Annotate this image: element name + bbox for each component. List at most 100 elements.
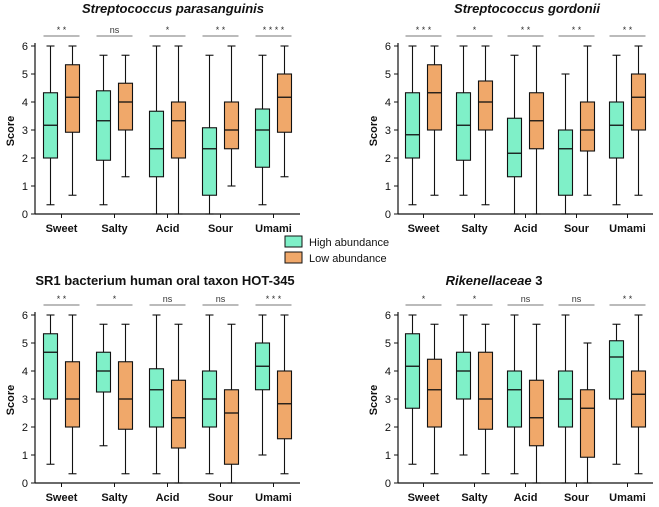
box-low-abundance bbox=[223, 101, 240, 150]
x-category-label: Sour bbox=[564, 223, 590, 235]
box-low-abundance bbox=[579, 389, 596, 458]
significance-label: * * * * bbox=[263, 25, 285, 35]
y-tick-label: 6 bbox=[22, 310, 28, 322]
legend-swatch bbox=[284, 251, 303, 264]
box-high-abundance bbox=[404, 92, 421, 159]
significance-label: ns bbox=[216, 294, 226, 304]
y-axis-label: Score bbox=[368, 116, 380, 147]
legend-label: High abundance bbox=[309, 237, 389, 249]
box-low-abundance bbox=[426, 358, 443, 428]
significance-label: * * bbox=[57, 294, 67, 304]
x-category-label: Acid bbox=[514, 223, 538, 235]
y-tick-label: 1 bbox=[385, 181, 391, 193]
legend: High abundance Low abundance bbox=[284, 235, 389, 265]
significance-label: * * bbox=[521, 25, 531, 35]
box-low-abundance bbox=[64, 64, 81, 133]
significance-label: * * bbox=[623, 25, 633, 35]
significance-label: * * * bbox=[266, 294, 282, 304]
chart-panel-4: Rikenellaceae 3 Score 0 1 2 3 4 5 6 Sweet * Salty * A… bbox=[368, 273, 653, 504]
significance-label: * * bbox=[57, 25, 67, 35]
y-tick-label: 2 bbox=[22, 422, 28, 434]
y-tick-label: 6 bbox=[385, 310, 391, 322]
x-category-label: Salty bbox=[101, 492, 128, 504]
y-tick-label: 5 bbox=[385, 69, 391, 81]
x-category-label: Salty bbox=[461, 223, 488, 235]
box-low-abundance bbox=[117, 361, 134, 430]
y-tick-label: 2 bbox=[22, 153, 28, 165]
box-low-abundance bbox=[630, 370, 647, 428]
x-category-label: Sweet bbox=[46, 223, 78, 235]
box-low-abundance bbox=[630, 73, 647, 131]
box-low-abundance bbox=[528, 379, 545, 447]
box-high-abundance bbox=[42, 333, 59, 400]
significance-label: * bbox=[113, 294, 117, 304]
y-axis-label: Score bbox=[368, 385, 380, 416]
y-tick-label: 6 bbox=[385, 41, 391, 53]
box-high-abundance bbox=[95, 351, 112, 393]
box-high-abundance bbox=[506, 370, 523, 428]
x-category-label: Sour bbox=[208, 492, 234, 504]
significance-label: * bbox=[473, 294, 477, 304]
box-low-abundance bbox=[477, 80, 494, 131]
y-tick-label: 4 bbox=[385, 366, 391, 378]
y-tick-label: 5 bbox=[22, 69, 28, 81]
box-high-abundance bbox=[404, 333, 421, 409]
box-high-abundance bbox=[608, 101, 625, 159]
significance-label: ns bbox=[163, 294, 173, 304]
significance-label: * * * bbox=[416, 25, 432, 35]
panel-title-main: Streptococcus gordonii bbox=[454, 1, 600, 16]
box-low-abundance bbox=[117, 82, 134, 131]
x-category-label: Salty bbox=[461, 492, 488, 504]
box-high-abundance bbox=[148, 368, 165, 428]
box-high-abundance bbox=[506, 117, 523, 178]
box-low-abundance bbox=[579, 101, 596, 152]
significance-label: ns bbox=[110, 25, 120, 35]
chart-panel-2: Streptococcus gordonii Score 0 1 2 3 4 5 6 Sweet *… bbox=[368, 1, 653, 235]
legend-label: Low abundance bbox=[309, 253, 387, 265]
panel-title: Rikenellaceae 3 bbox=[446, 273, 543, 288]
x-category-label: Umami bbox=[609, 492, 646, 504]
panel-title: SR1 bacterium human oral taxon HOT-345 bbox=[35, 273, 294, 288]
y-axis-label: Score bbox=[5, 116, 17, 147]
y-tick-label: 3 bbox=[22, 125, 28, 137]
y-tick-label: 0 bbox=[22, 478, 28, 490]
x-category-label: Sweet bbox=[408, 223, 440, 235]
panel-title-main: Streptococcus parasanguinis bbox=[82, 1, 264, 16]
box-high-abundance bbox=[557, 129, 574, 196]
box-high-abundance bbox=[608, 340, 625, 400]
significance-label: ns bbox=[521, 294, 531, 304]
box-low-abundance bbox=[64, 361, 81, 428]
box-high-abundance bbox=[95, 90, 112, 161]
y-tick-label: 0 bbox=[385, 209, 391, 221]
x-category-label: Umami bbox=[255, 492, 292, 504]
x-category-label: Sour bbox=[208, 223, 234, 235]
y-tick-label: 0 bbox=[22, 209, 28, 221]
y-tick-label: 4 bbox=[385, 97, 391, 109]
chart-panel-3: SR1 bacterium human oral taxon HOT-345 Sc… bbox=[5, 273, 300, 504]
box-high-abundance bbox=[201, 127, 218, 196]
box-high-abundance bbox=[254, 108, 271, 168]
y-tick-label: 1 bbox=[22, 181, 28, 193]
box-high-abundance bbox=[455, 351, 472, 400]
y-tick-label: 4 bbox=[22, 97, 28, 109]
x-category-label: Sweet bbox=[46, 492, 78, 504]
significance-label: * * bbox=[216, 25, 226, 35]
y-tick-label: 0 bbox=[385, 478, 391, 490]
box-low-abundance bbox=[426, 64, 443, 131]
x-category-label: Acid bbox=[156, 223, 180, 235]
box-high-abundance bbox=[148, 110, 165, 178]
y-axis-label: Score bbox=[5, 385, 17, 416]
x-category-label: Umami bbox=[609, 223, 646, 235]
box-low-abundance bbox=[170, 101, 187, 159]
significance-label: * * bbox=[572, 25, 582, 35]
y-tick-label: 5 bbox=[385, 338, 391, 350]
significance-label: * * bbox=[623, 294, 633, 304]
panel-title-main: Rikenellaceae bbox=[446, 273, 532, 288]
x-category-label: Salty bbox=[101, 223, 128, 235]
y-tick-label: 1 bbox=[22, 450, 28, 462]
y-tick-label: 2 bbox=[385, 422, 391, 434]
x-category-label: Acid bbox=[514, 492, 538, 504]
y-tick-label: 6 bbox=[22, 41, 28, 53]
panel-title: Streptococcus parasanguinis bbox=[82, 1, 264, 16]
